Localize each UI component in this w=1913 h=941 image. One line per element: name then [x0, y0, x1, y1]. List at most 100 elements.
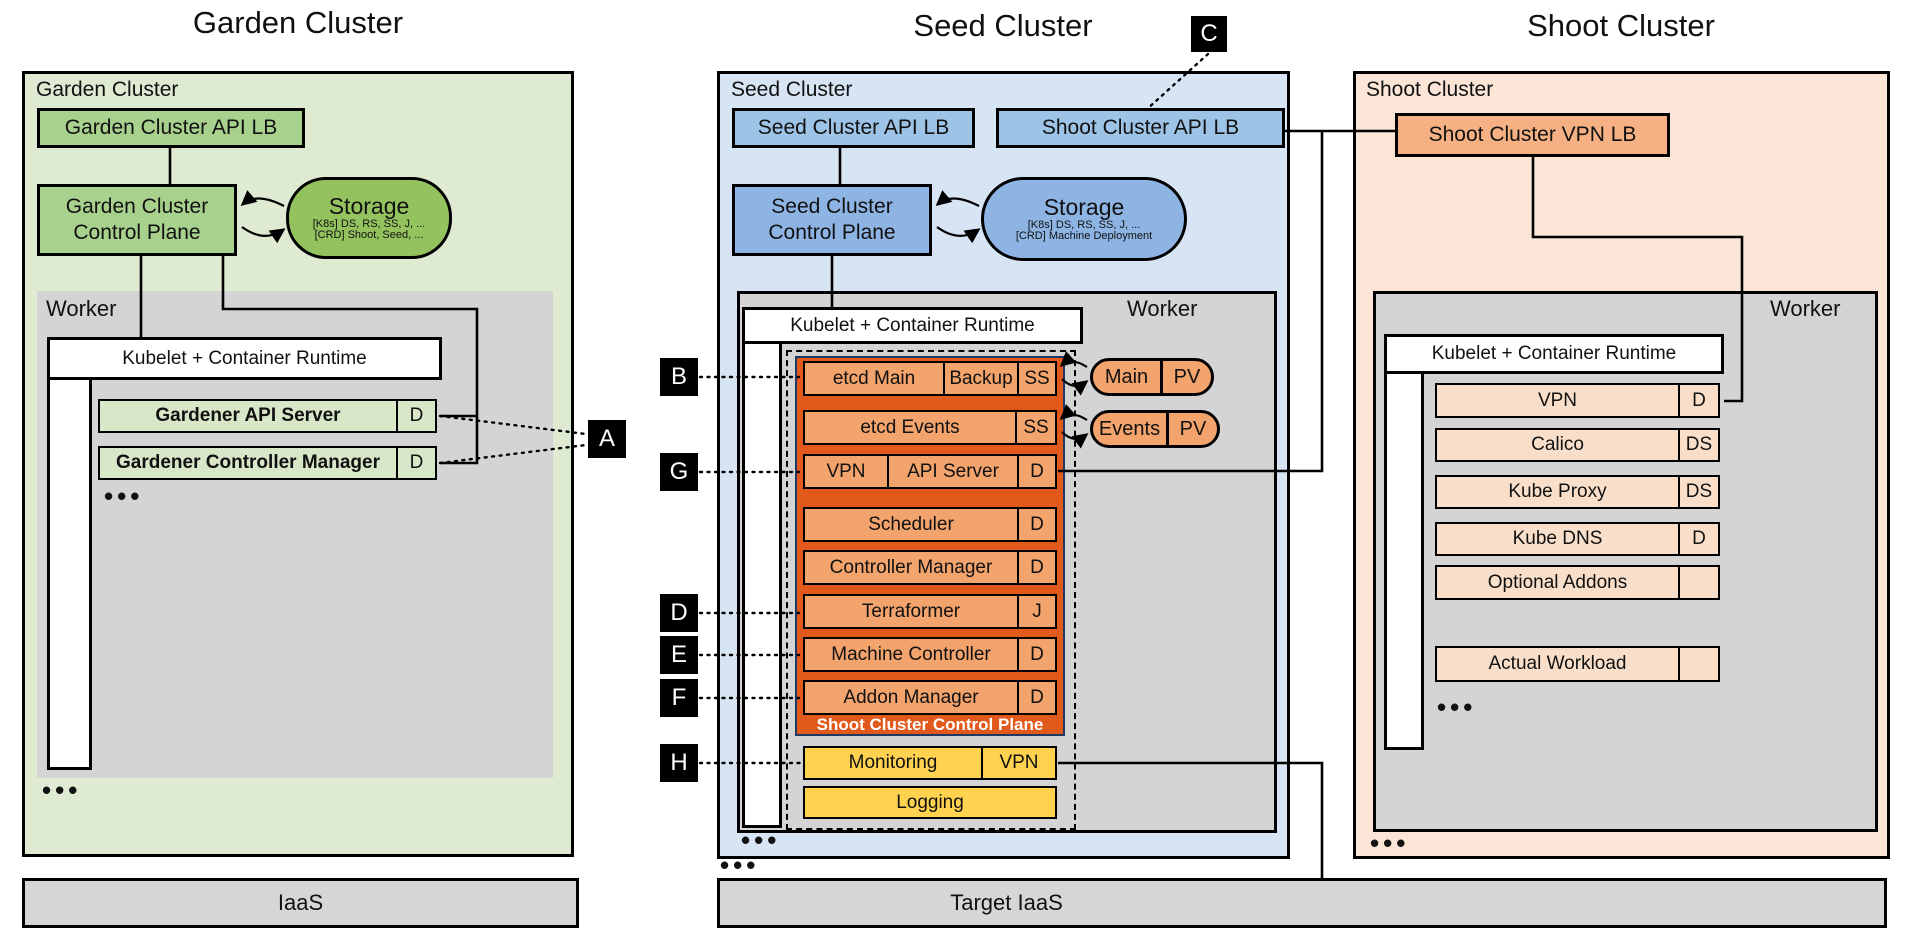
row-sub-label: API Server — [887, 456, 1017, 487]
shoot-row-kube-dns: Kube DNS D — [1435, 522, 1720, 556]
row-label: Kube DNS — [1437, 524, 1678, 554]
garden-cluster-label: Garden Cluster — [36, 78, 179, 101]
pv-badge: PV — [1166, 413, 1217, 445]
row-label: Actual Workload — [1437, 648, 1678, 680]
seed-row-scheduler: Scheduler D — [803, 507, 1057, 542]
deployment-badge: D — [396, 448, 435, 478]
row-label: Machine Controller — [805, 639, 1017, 670]
garden-kubelet-box: Kubelet + Container Runtime — [47, 337, 442, 380]
seed-storage-oval: Storage [K8s] DS, RS, SS, J, ... [CRD] M… — [981, 177, 1187, 261]
garden-pods-ellipsis: ••• — [104, 481, 144, 511]
row-label: Terraformer — [805, 596, 1017, 627]
row-label: Kube Proxy — [1437, 477, 1678, 507]
row-label: Scheduler — [805, 509, 1017, 540]
shoot-row-calico: Calico DS — [1435, 428, 1720, 462]
garden-control-plane-box: Garden Cluster Control Plane — [37, 184, 237, 256]
garden-cluster-title: Garden Cluster — [192, 5, 404, 40]
seed-storage-title: Storage — [1043, 194, 1125, 221]
shoot-workers-ellipsis: ••• — [1370, 828, 1410, 858]
seed-row-monitoring-vpn: Monitoring VPN — [803, 746, 1057, 780]
row-label: Gardener Controller Manager — [100, 448, 396, 478]
shoot-api-lb-box: Shoot Cluster API LB — [996, 108, 1285, 148]
marker-a: A — [588, 420, 626, 458]
marker-b: B — [660, 358, 698, 396]
row-label: Calico — [1437, 430, 1678, 460]
garden-iaas-bar: IaaS — [22, 878, 579, 928]
shoot-row-vpn: VPN D — [1435, 383, 1720, 418]
seed-cp-line2: Control Plane — [768, 221, 896, 244]
shoot-node-column — [1384, 374, 1424, 750]
row-label: VPN — [1437, 385, 1678, 416]
seed-row-logging: Logging — [803, 786, 1057, 819]
shoot-row-kube-proxy: Kube Proxy DS — [1435, 475, 1720, 509]
job-badge: J — [1017, 596, 1055, 627]
shoot-vpn-lb-box: Shoot Cluster VPN LB — [1395, 113, 1670, 157]
garden-storage-oval: Storage [K8s] DS, RS, SS, J, ... [CRD] S… — [286, 177, 452, 259]
shoot-worker-label: Worker — [1770, 296, 1841, 321]
seed-kubelet-box: Kubelet + Container Runtime — [742, 307, 1083, 344]
row-label: etcd Events — [805, 412, 1015, 443]
garden-cp-line2: Control Plane — [73, 221, 201, 244]
deployment-badge: D — [1017, 639, 1055, 670]
shoot-cluster-label: Shoot Cluster — [1366, 78, 1494, 101]
garden-api-lb-box: Garden Cluster API LB — [37, 108, 305, 148]
seed-cluster-label: Seed Cluster — [731, 78, 853, 101]
shoot-kubelet-box: Kubelet + Container Runtime — [1384, 334, 1724, 374]
row-sub-label: Backup — [943, 363, 1017, 394]
marker-e: E — [660, 636, 698, 674]
garden-storage-k8s: [K8s] DS, RS, SS, J, ... — [312, 217, 426, 230]
shoot-pods-ellipsis: ••• — [1437, 692, 1477, 722]
deployment-badge: D — [1017, 552, 1055, 583]
marker-g: G — [660, 453, 698, 491]
empty-badge — [1678, 648, 1718, 680]
garden-node-column — [47, 380, 92, 770]
garden-worker-label: Worker — [46, 296, 117, 321]
seed-row-etcd-events: etcd Events SS — [803, 410, 1057, 445]
deployment-badge: D — [1678, 524, 1718, 554]
seed-cluster-title: Seed Cluster — [913, 8, 1093, 43]
garden-cp-line1: Garden Cluster — [65, 194, 209, 218]
marker-f: F — [660, 679, 698, 717]
seed-row-controller-manager: Controller Manager D — [803, 550, 1057, 585]
daemonset-badge: DS — [1678, 430, 1718, 460]
garden-row-api-server: Gardener API Server D — [98, 399, 437, 433]
pv-main-pill: Main PV — [1090, 358, 1214, 396]
seed-row-terraformer: Terraformer J — [803, 594, 1057, 629]
shoot-row-actual-workload: Actual Workload — [1435, 646, 1720, 682]
row-label: Controller Manager — [805, 552, 1017, 583]
deployment-badge: D — [1017, 456, 1055, 487]
target-iaas-label: Target IaaS — [950, 890, 1063, 915]
deployment-badge: D — [1017, 509, 1055, 540]
deployment-badge: D — [396, 401, 435, 431]
shoot-cluster-title: Shoot Cluster — [1527, 8, 1715, 43]
seed-control-plane-box: Seed Cluster Control Plane — [732, 184, 932, 256]
row-label: etcd Main — [805, 363, 943, 394]
seed-api-lb-box: Seed Cluster API LB — [732, 108, 975, 148]
seed-row-addon-manager: Addon Manager D — [803, 680, 1057, 715]
row-label: Logging — [805, 788, 1055, 817]
empty-badge — [1678, 567, 1718, 598]
garden-workers-ellipsis: ••• — [42, 775, 82, 805]
row-label: VPN — [805, 456, 887, 487]
seed-row-apiserver: VPN API Server D — [803, 454, 1057, 489]
row-label: Addon Manager — [805, 682, 1017, 713]
daemonset-badge: DS — [1678, 477, 1718, 507]
pv-name: Events — [1098, 417, 1161, 440]
garden-row-controller-manager: Gardener Controller Manager D — [98, 446, 437, 480]
seed-row-machine-controller: Machine Controller D — [803, 637, 1057, 672]
row-label: Optional Addons — [1437, 567, 1678, 598]
deployment-badge: D — [1017, 682, 1055, 713]
target-iaas-bar: Target IaaS — [717, 878, 1887, 928]
row-label: Gardener API Server — [100, 401, 396, 431]
seed-row-etcd-main: etcd Main Backup SS — [803, 361, 1057, 396]
marker-h: H — [660, 744, 698, 782]
pv-name: Main — [1104, 365, 1149, 388]
statefulset-badge: SS — [1015, 412, 1055, 443]
garden-storage-crd: [CRD] Shoot, Seed, ... — [314, 229, 424, 242]
seed-pods-ellipsis: ••• — [741, 825, 781, 855]
seed-cp-line1: Seed Cluster — [771, 194, 893, 218]
row-label: Monitoring — [805, 748, 981, 778]
deployment-badge: D — [1678, 385, 1718, 416]
marker-c: C — [1191, 16, 1227, 52]
